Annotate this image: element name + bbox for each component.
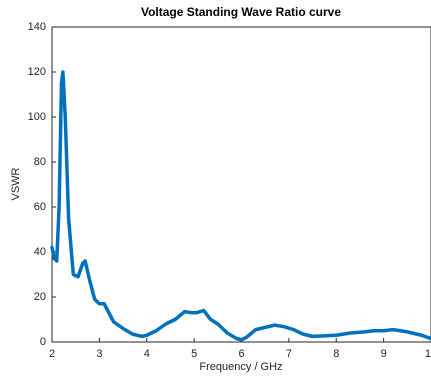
chart-title: Voltage Standing Wave Ratio curve (141, 5, 341, 19)
y-tick-label: 60 (34, 201, 46, 213)
x-tick-label: 5 (191, 348, 197, 360)
y-tick-label: 120 (28, 66, 46, 78)
y-tick-label: 0 (40, 336, 46, 348)
x-tick-label: 6 (238, 348, 244, 360)
y-tick-label: 80 (34, 156, 46, 168)
y-tick-label: 140 (28, 21, 46, 33)
x-tick-label: 2 (49, 348, 55, 360)
plot-area (51, 26, 431, 343)
x-tick-label: 7 (286, 348, 292, 360)
data-line (50, 70, 431, 342)
x-tick-label: 10 (425, 348, 431, 360)
x-tick-label: 4 (144, 348, 150, 360)
x-tick-label: 9 (381, 348, 387, 360)
x-axis-label: Frequency / GHz (199, 361, 282, 373)
y-tick-label: 20 (34, 291, 46, 303)
y-tick-label: 100 (28, 111, 46, 123)
x-tick-label: 3 (96, 348, 102, 360)
y-axis-label: VSWR (10, 167, 22, 200)
x-tick-label: 8 (333, 348, 339, 360)
y-tick-label: 40 (34, 246, 46, 258)
